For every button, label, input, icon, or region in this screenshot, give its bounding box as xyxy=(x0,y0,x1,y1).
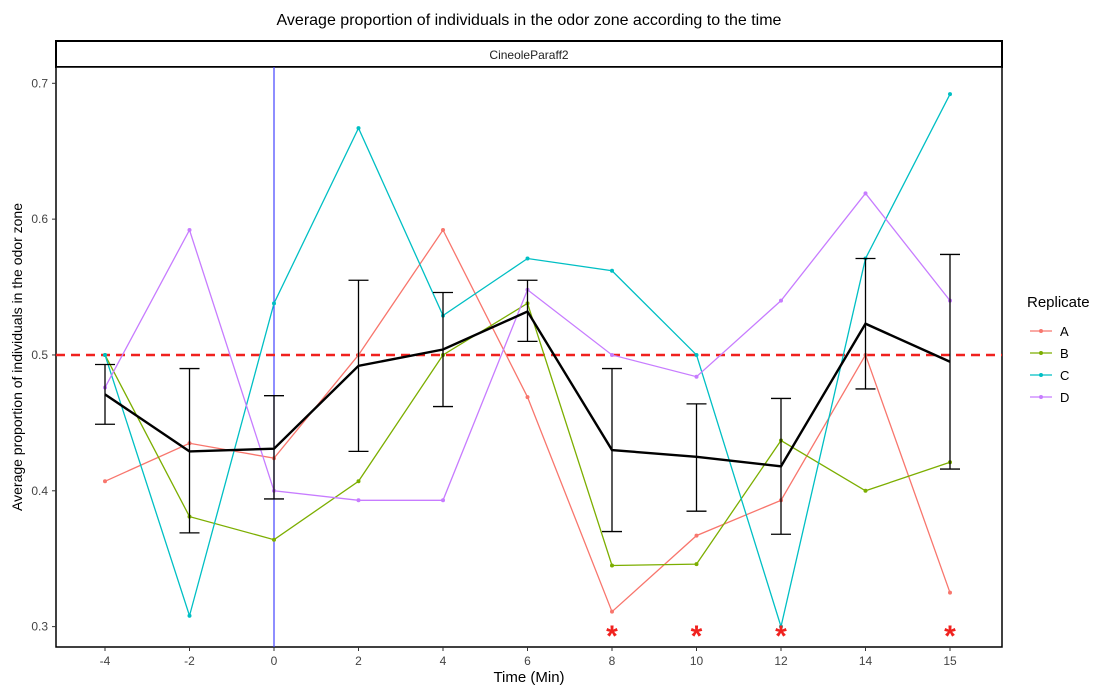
data-point xyxy=(863,488,868,493)
data-point xyxy=(694,374,699,379)
data-point xyxy=(525,256,530,261)
data-point xyxy=(187,613,192,618)
y-tick-label: 0.6 xyxy=(31,212,48,226)
data-point xyxy=(694,352,699,357)
data-point xyxy=(103,352,107,357)
legend-item-d: D xyxy=(1030,390,1069,405)
x-tick-label: 4 xyxy=(440,654,447,668)
x-tick-label: 2 xyxy=(355,654,362,668)
data-point xyxy=(779,298,783,303)
x-tick-label: 10 xyxy=(690,654,704,668)
data-point xyxy=(441,498,445,503)
data-point xyxy=(779,624,783,629)
data-point xyxy=(103,479,107,484)
data-point xyxy=(863,191,868,196)
y-tick-label: 0.4 xyxy=(31,484,48,498)
legend-item-b: B xyxy=(1030,346,1069,361)
data-point xyxy=(610,563,614,568)
y-axis-label: Average proportion of individuals in the… xyxy=(9,203,25,511)
series-a xyxy=(103,227,952,614)
data-point xyxy=(356,126,361,131)
data-point xyxy=(356,498,361,503)
x-tick-label: 15 xyxy=(943,654,957,668)
data-point xyxy=(356,479,361,484)
data-point xyxy=(948,590,952,595)
y-tick-label: 0.7 xyxy=(31,76,48,90)
data-point xyxy=(525,395,530,400)
y-tick-label: 0.5 xyxy=(31,348,48,362)
data-point xyxy=(610,609,614,614)
data-point xyxy=(187,227,192,232)
legend-item-a: A xyxy=(1030,324,1069,339)
data-point xyxy=(610,352,614,357)
y-tick-label: 0.3 xyxy=(31,620,48,634)
facet-label: CineoleParaff2 xyxy=(489,48,568,62)
data-point xyxy=(272,537,276,542)
x-axis-label: Time (Min) xyxy=(493,669,564,686)
chart-title: Average proportion of individuals in the… xyxy=(277,12,782,29)
legend-marker xyxy=(1039,329,1043,333)
data-point xyxy=(610,268,614,273)
significance-star: * xyxy=(944,620,956,653)
data-point xyxy=(694,533,699,538)
significance-star: * xyxy=(691,620,703,653)
data-point xyxy=(694,562,699,567)
legend-label: A xyxy=(1060,324,1069,339)
x-tick-label: 0 xyxy=(271,654,278,668)
legend-marker xyxy=(1039,373,1043,377)
legend-title: Replicate xyxy=(1027,294,1090,311)
x-tick-label: -4 xyxy=(100,654,111,668)
data-point xyxy=(441,227,445,232)
x-tick-label: -2 xyxy=(184,654,195,668)
significance-star: * xyxy=(775,620,787,653)
data-point xyxy=(948,92,952,97)
x-tick-label: 6 xyxy=(524,654,531,668)
x-tick-label: 12 xyxy=(774,654,788,668)
series-c xyxy=(103,92,952,630)
significance-marks: * * * * xyxy=(606,620,956,653)
significance-star: * xyxy=(606,620,618,653)
x-tick-label: 14 xyxy=(859,654,873,668)
legend-label: D xyxy=(1060,390,1069,405)
x-axis: -4 -2 0 2 4 6 8 10 12 14 15 xyxy=(100,647,957,668)
y-axis: 0.3 0.4 0.5 0.6 0.7 xyxy=(31,76,56,634)
legend-label: C xyxy=(1060,368,1069,383)
data-point xyxy=(272,301,276,306)
legend-marker xyxy=(1039,395,1043,399)
legend-marker xyxy=(1039,351,1043,355)
legend-item-c: C xyxy=(1030,368,1069,383)
legend-label: B xyxy=(1060,346,1069,361)
mean-layer xyxy=(95,253,960,535)
reference-lines xyxy=(56,67,1002,647)
mean-line xyxy=(104,309,951,468)
x-tick-label: 8 xyxy=(609,654,616,668)
plot-panel xyxy=(55,66,1003,648)
